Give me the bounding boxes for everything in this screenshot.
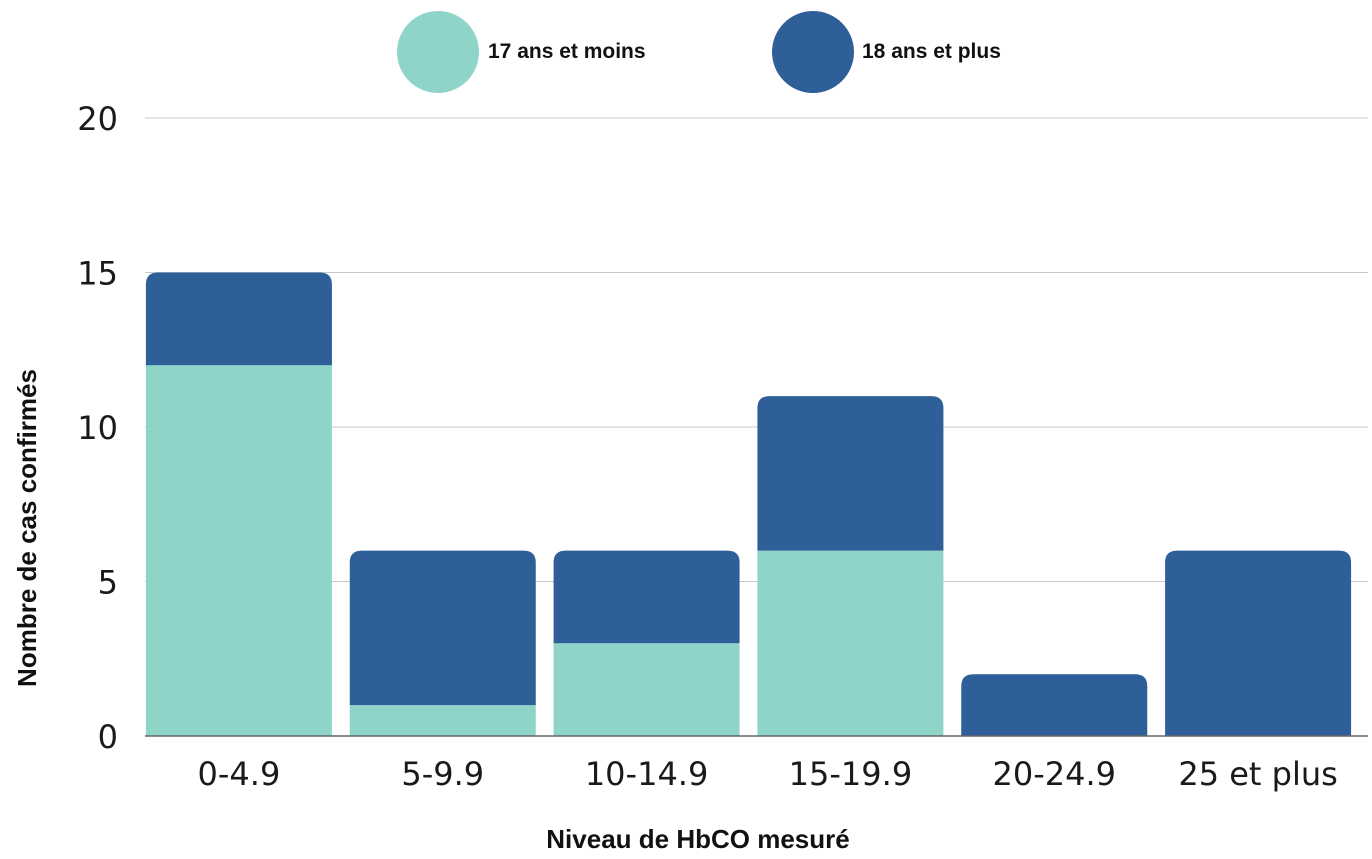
y-tick-label: 10 xyxy=(77,409,118,447)
x-tick-label: 25 et plus xyxy=(1178,755,1337,793)
x-tick-label: 15-19.9 xyxy=(789,755,913,793)
x-tick-label: 5-9.9 xyxy=(401,755,484,793)
y-axis-title: Nombre de cas confirmés xyxy=(12,369,42,687)
gridlines xyxy=(145,117,1368,582)
bars xyxy=(145,272,1352,736)
bar-segment-under-18 xyxy=(553,643,740,736)
y-tick-label: 0 xyxy=(98,718,118,756)
legend-label: 17 ans et moins xyxy=(488,40,646,63)
y-axis-ticks: 0 5 10 15 20 xyxy=(77,100,118,756)
bar-segment-under-18 xyxy=(145,365,332,736)
bar-segment-adult xyxy=(553,550,740,644)
bar-segment-adult xyxy=(757,396,944,551)
legend: 17 ans et moins 18 ans et plus xyxy=(397,11,1001,93)
y-tick-label: 15 xyxy=(77,255,118,293)
bar-segment-adult xyxy=(1165,550,1352,736)
legend-swatch xyxy=(772,11,854,93)
x-axis-title: Niveau de HbCO mesuré xyxy=(546,824,849,854)
x-tick-label: 10-14.9 xyxy=(585,755,709,793)
x-tick-label: 0-4.9 xyxy=(198,755,281,793)
bar-segment-adult xyxy=(145,272,332,366)
legend-swatch xyxy=(397,11,479,93)
y-tick-label: 20 xyxy=(77,100,118,138)
x-axis-ticks: 0-4.9 5-9.9 10-14.9 15-19.9 20-24.9 25 et plu… xyxy=(198,755,1338,793)
legend-label: 18 ans et plus xyxy=(862,40,1001,63)
bar-segment-adult xyxy=(961,674,1148,736)
y-tick-label: 5 xyxy=(98,564,118,602)
bar-segment-adult xyxy=(349,550,536,706)
bar-segment-under-18 xyxy=(349,705,536,736)
x-tick-label: 20-24.9 xyxy=(992,755,1116,793)
bar-segment-under-18 xyxy=(757,550,944,736)
